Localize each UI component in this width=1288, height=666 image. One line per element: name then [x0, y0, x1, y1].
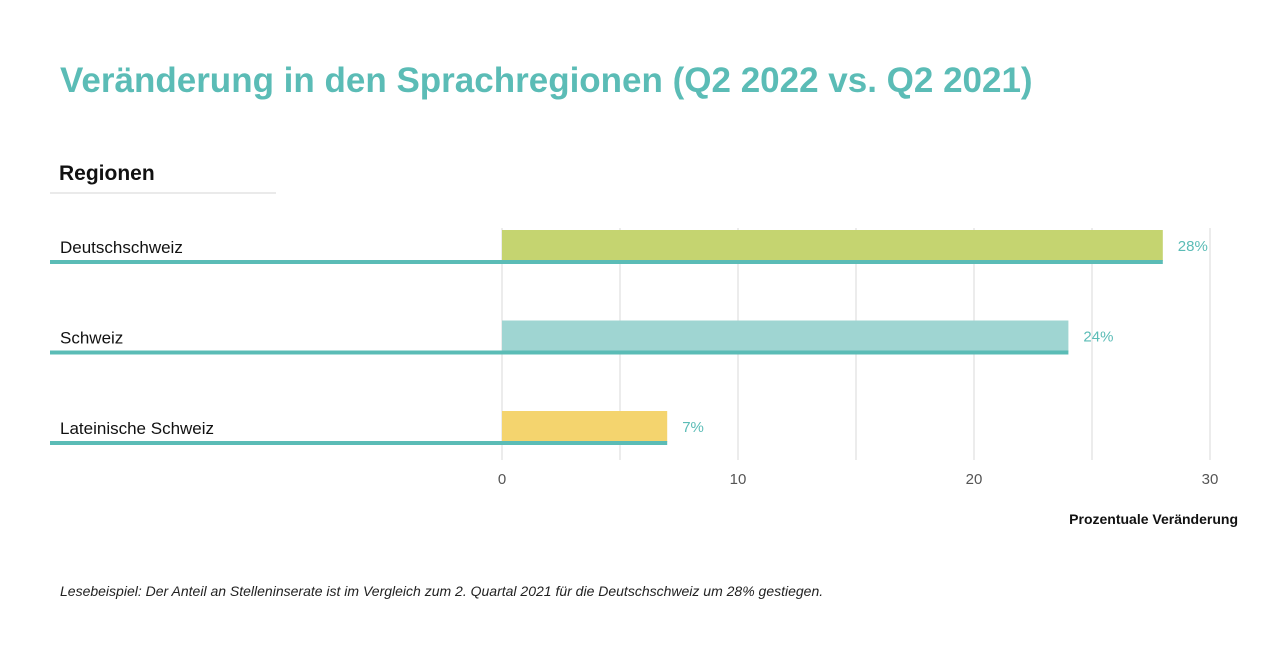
bar [502, 320, 1069, 352]
data-label: 28% [1178, 238, 1208, 255]
footnote: Lesebeispiel: Der Anteil an Stelleninser… [60, 583, 823, 599]
bar [502, 411, 668, 442]
data-label: 7% [682, 419, 704, 436]
x-tick-label: 20 [966, 471, 983, 488]
x-tick-label: 0 [498, 471, 506, 488]
category-label: Deutschschweiz [60, 238, 183, 257]
x-tick-label: 30 [1202, 471, 1219, 488]
category-label: Schweiz [60, 329, 123, 348]
category-header: Regionen [59, 162, 155, 185]
bar [502, 230, 1163, 261]
bar-underline [50, 441, 668, 445]
bar-underline [50, 350, 1069, 355]
x-axis-label: Prozentuale Veränderung [1069, 511, 1238, 527]
bar-underline [50, 260, 1163, 264]
x-tick-label: 10 [730, 471, 747, 488]
chart-title: Veränderung in den Sprachregionen (Q2 20… [60, 61, 1033, 100]
category-label: Lateinische Schweiz [60, 419, 214, 438]
data-label: 24% [1083, 329, 1113, 346]
